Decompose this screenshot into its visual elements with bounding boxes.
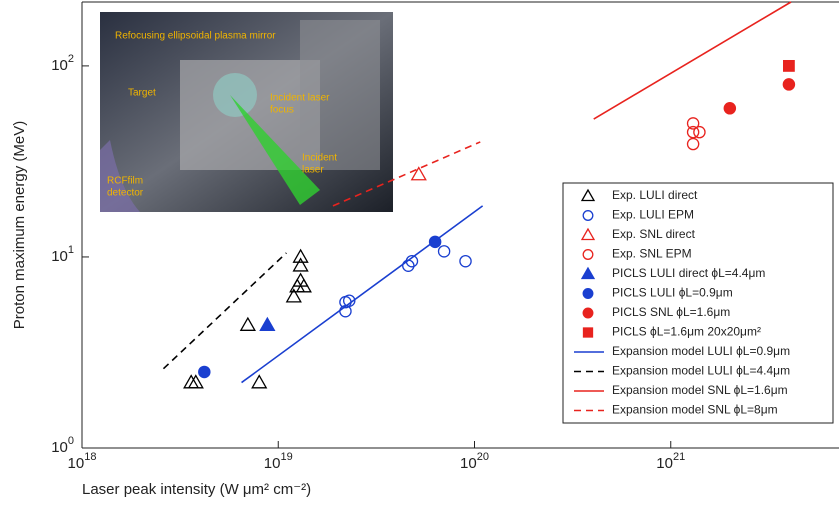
data-point — [294, 250, 308, 262]
photo-annotation: laser — [302, 165, 324, 176]
photo-annotation: RCFfilm — [107, 176, 143, 187]
legend-label: Expansion model LULI ϕL=0.9μm — [612, 344, 790, 358]
model-line — [242, 206, 483, 383]
data-point — [694, 127, 705, 138]
x-tick-label: 1021 — [656, 451, 685, 472]
data-point — [189, 376, 203, 388]
data-point — [783, 79, 794, 90]
photo-annotation: detector — [107, 188, 144, 199]
data-point — [241, 318, 255, 330]
data-point — [294, 259, 308, 271]
data-point — [199, 366, 210, 377]
x-axis-label: Laser peak intensity (W μm² cm⁻²) — [82, 481, 311, 498]
legend-label: Exp. LULI EPM — [612, 208, 694, 222]
data-point — [688, 127, 699, 138]
mount — [180, 60, 320, 170]
y-tick-label: 101 — [51, 244, 74, 265]
legend-swatch — [583, 308, 593, 318]
photo-annotation: Target — [128, 88, 156, 99]
data-point — [260, 318, 274, 330]
x-tick-label: 1018 — [68, 451, 97, 472]
chart: Laser peak intensity (W μm² cm⁻²) Proton… — [0, 0, 839, 514]
x-tick-label: 1020 — [460, 451, 489, 472]
y-tick-label: 100 — [51, 435, 74, 456]
data-point — [438, 246, 449, 257]
data-point — [688, 138, 699, 149]
photo-annotation: Refocusing ellipsoidal plasma mirror — [115, 31, 276, 42]
legend-label: Expansion model SNL ϕL=1.6μm — [612, 383, 788, 397]
model-line — [163, 253, 286, 369]
legend-label: Exp. LULI direct — [612, 188, 698, 202]
legend-label: PICLS SNL ϕL=1.6μm — [612, 305, 730, 319]
x-tick-label: 1019 — [264, 451, 293, 472]
photo-annotation: Incident — [302, 153, 337, 164]
legend-label: Exp. SNL EPM — [612, 247, 692, 261]
data-point — [724, 103, 735, 114]
legend-label: PICLS LULI direct ϕL=4.4μm — [612, 266, 765, 280]
y-tick-label: 102 — [51, 53, 74, 74]
model-line — [594, 2, 791, 119]
y-axis-label: Proton maximum energy (MeV) — [11, 121, 28, 329]
legend-swatch — [584, 328, 593, 337]
inset-photo — [100, 12, 393, 212]
data-point — [184, 376, 198, 388]
photo-annotation: Incident laser — [270, 93, 330, 104]
legend-label: PICLS ϕL=1.6μm 20x20μm² — [612, 325, 761, 339]
data-point — [412, 168, 426, 180]
data-point — [252, 376, 266, 388]
legend-label: PICLS LULI ϕL=0.9μm — [612, 286, 733, 300]
mirror — [213, 73, 257, 117]
data-point — [784, 61, 795, 72]
legend-label: Expansion model SNL ϕL=8μm — [612, 403, 778, 417]
data-point — [460, 256, 471, 267]
legend-label: Expansion model LULI ϕL=4.4μm — [612, 364, 790, 378]
photo-annotation: focus — [270, 105, 294, 116]
legend-swatch — [583, 289, 593, 299]
legend-label: Exp. SNL direct — [612, 227, 696, 241]
